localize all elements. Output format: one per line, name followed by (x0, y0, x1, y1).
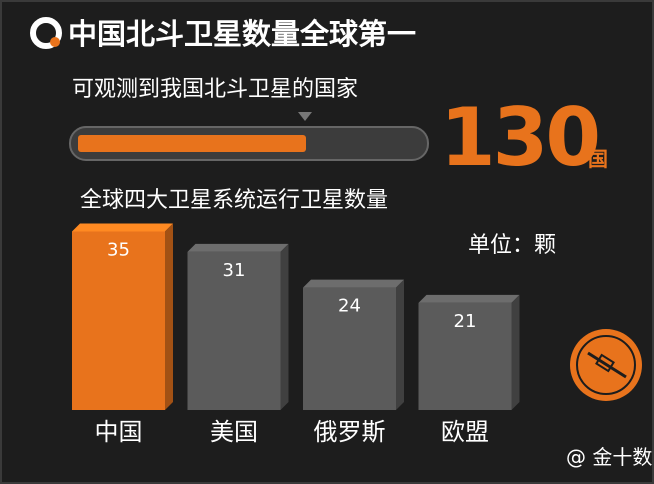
bar-top (303, 279, 404, 288)
bar-top (187, 243, 289, 252)
category-label: 欧盟 (441, 418, 489, 446)
bar-top (72, 223, 173, 232)
chart-title: 全球四大卫星系统运行卫星数量 (80, 188, 388, 213)
value-label: 35 (107, 240, 130, 261)
title: 中国北斗卫星数量全球第一 (68, 17, 416, 51)
category-label: 中国 (95, 418, 143, 446)
logo-ring (30, 17, 62, 49)
bar (72, 231, 165, 410)
watermark: @ 金十数 (566, 445, 652, 469)
bar-side (511, 294, 520, 410)
category-label: 俄罗斯 (314, 418, 386, 446)
subtitle: 可观测到我国北斗卫星的国家 (72, 77, 358, 102)
bar-top (418, 294, 520, 303)
bar (418, 302, 512, 410)
highlight-unit: 国 (588, 147, 608, 171)
bar (187, 251, 281, 410)
value-label: 21 (454, 311, 477, 332)
icon-line (587, 351, 627, 379)
bar-side (280, 243, 289, 410)
icon-ring (576, 335, 636, 395)
bar-side (165, 223, 173, 410)
progress-fill (78, 135, 306, 152)
bar-side (396, 279, 404, 410)
logo-dot (50, 37, 60, 47)
highlight-value: 130 (440, 91, 598, 184)
unit-label: 单位：颗 (468, 233, 556, 258)
bar (303, 287, 396, 410)
icon-satellite (595, 353, 615, 373)
pointer (298, 112, 312, 121)
category-label: 美国 (210, 418, 258, 446)
value-label: 31 (223, 260, 246, 281)
value-label: 24 (338, 296, 361, 317)
